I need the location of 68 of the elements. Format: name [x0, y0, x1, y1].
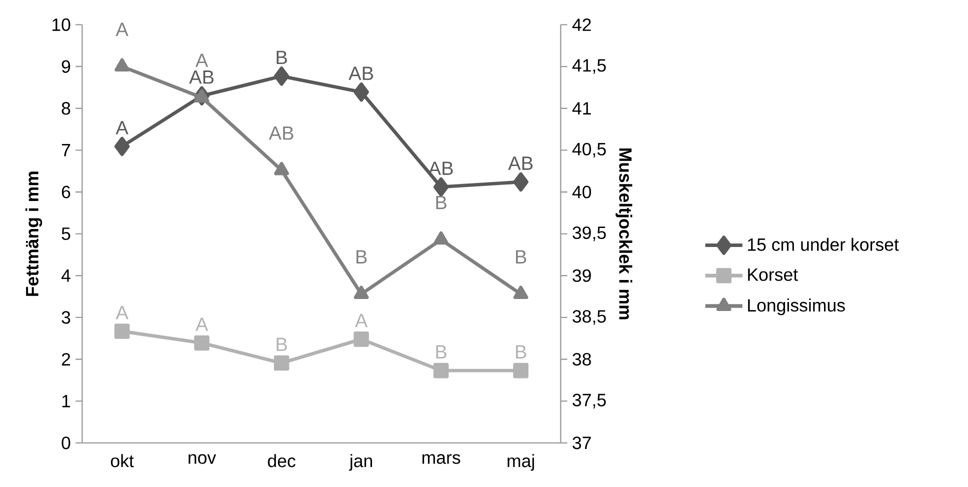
point — [354, 82, 369, 102]
y2-tick-label: 41 — [572, 102, 591, 114]
y2-tick-label: 40 — [572, 185, 592, 198]
annotation: AB — [268, 126, 294, 140]
y-tick-label: 10 — [52, 18, 70, 31]
y-tick-label: 3 — [62, 310, 70, 324]
y-tick-label: 7 — [62, 144, 70, 156]
point — [433, 362, 449, 378]
point — [194, 335, 210, 350]
point — [274, 355, 290, 370]
point — [114, 323, 130, 339]
annotation: A — [116, 120, 128, 134]
y-tick-label: 5 — [62, 227, 70, 240]
x-tick-label: okt — [110, 454, 134, 468]
annotation: AB — [428, 161, 453, 175]
x-tick-label: dec — [268, 454, 296, 468]
annotation: B — [516, 345, 526, 358]
legend-label: Longissimus — [748, 298, 845, 315]
legend-label: Korset — [748, 268, 798, 281]
annotation: A — [195, 317, 208, 331]
annotation: B — [516, 250, 526, 264]
point — [114, 136, 130, 156]
point — [513, 286, 528, 299]
y2-tick-label: 37,5 — [572, 394, 606, 408]
y2-tick-label: 38 — [572, 352, 591, 366]
x-tick-label: maj — [508, 454, 534, 471]
y2-tick-label: 42 — [572, 18, 591, 31]
annotation: B — [276, 338, 287, 351]
x-tick-label: nov — [188, 454, 216, 464]
point — [513, 362, 528, 378]
point — [354, 331, 369, 347]
y2-tick-label: 39,5 — [572, 226, 606, 241]
annotation: B — [436, 196, 446, 209]
point — [354, 286, 369, 299]
point — [433, 177, 449, 196]
y-tick-label: 1 — [62, 394, 70, 408]
annotation: B — [436, 345, 446, 358]
y2-tick-label: 37 — [572, 436, 591, 450]
annotation: B — [276, 50, 287, 64]
point — [513, 172, 528, 192]
x-tick-label: jan — [348, 454, 372, 471]
annotation: A — [116, 22, 128, 36]
y2-tick-label: 38,5 — [572, 310, 606, 325]
point — [194, 88, 210, 102]
y-tick-label: 6 — [62, 185, 70, 198]
y-tick-label: 9 — [62, 60, 70, 73]
x-tick-label: mars — [422, 454, 460, 464]
y2-tick-label: 41,5 — [572, 59, 606, 74]
y-axis-title: Fettmäng i mm — [25, 171, 42, 296]
y-tick-label: 0 — [62, 436, 70, 450]
legend-label: 15 cm under korset — [748, 238, 899, 251]
annotation: AB — [508, 156, 533, 170]
annotation: AB — [189, 70, 214, 84]
annotation: A — [354, 314, 368, 327]
y2-axis-title: Muskeltjocklek i mm — [616, 148, 632, 320]
point — [274, 162, 289, 176]
y2-tick-label: 40,5 — [572, 142, 606, 158]
y-tick-label: 2 — [62, 352, 70, 366]
y-tick-label: 4 — [61, 269, 70, 282]
annotation: B — [356, 250, 367, 264]
point — [434, 231, 448, 244]
y2-tick-label: 39 — [572, 269, 591, 282]
annotation: A — [116, 306, 128, 319]
y-tick-label: 8 — [62, 102, 70, 114]
point — [114, 58, 130, 72]
point — [274, 66, 290, 86]
annotation: AB — [348, 66, 374, 80]
annotation: A — [195, 54, 208, 67]
